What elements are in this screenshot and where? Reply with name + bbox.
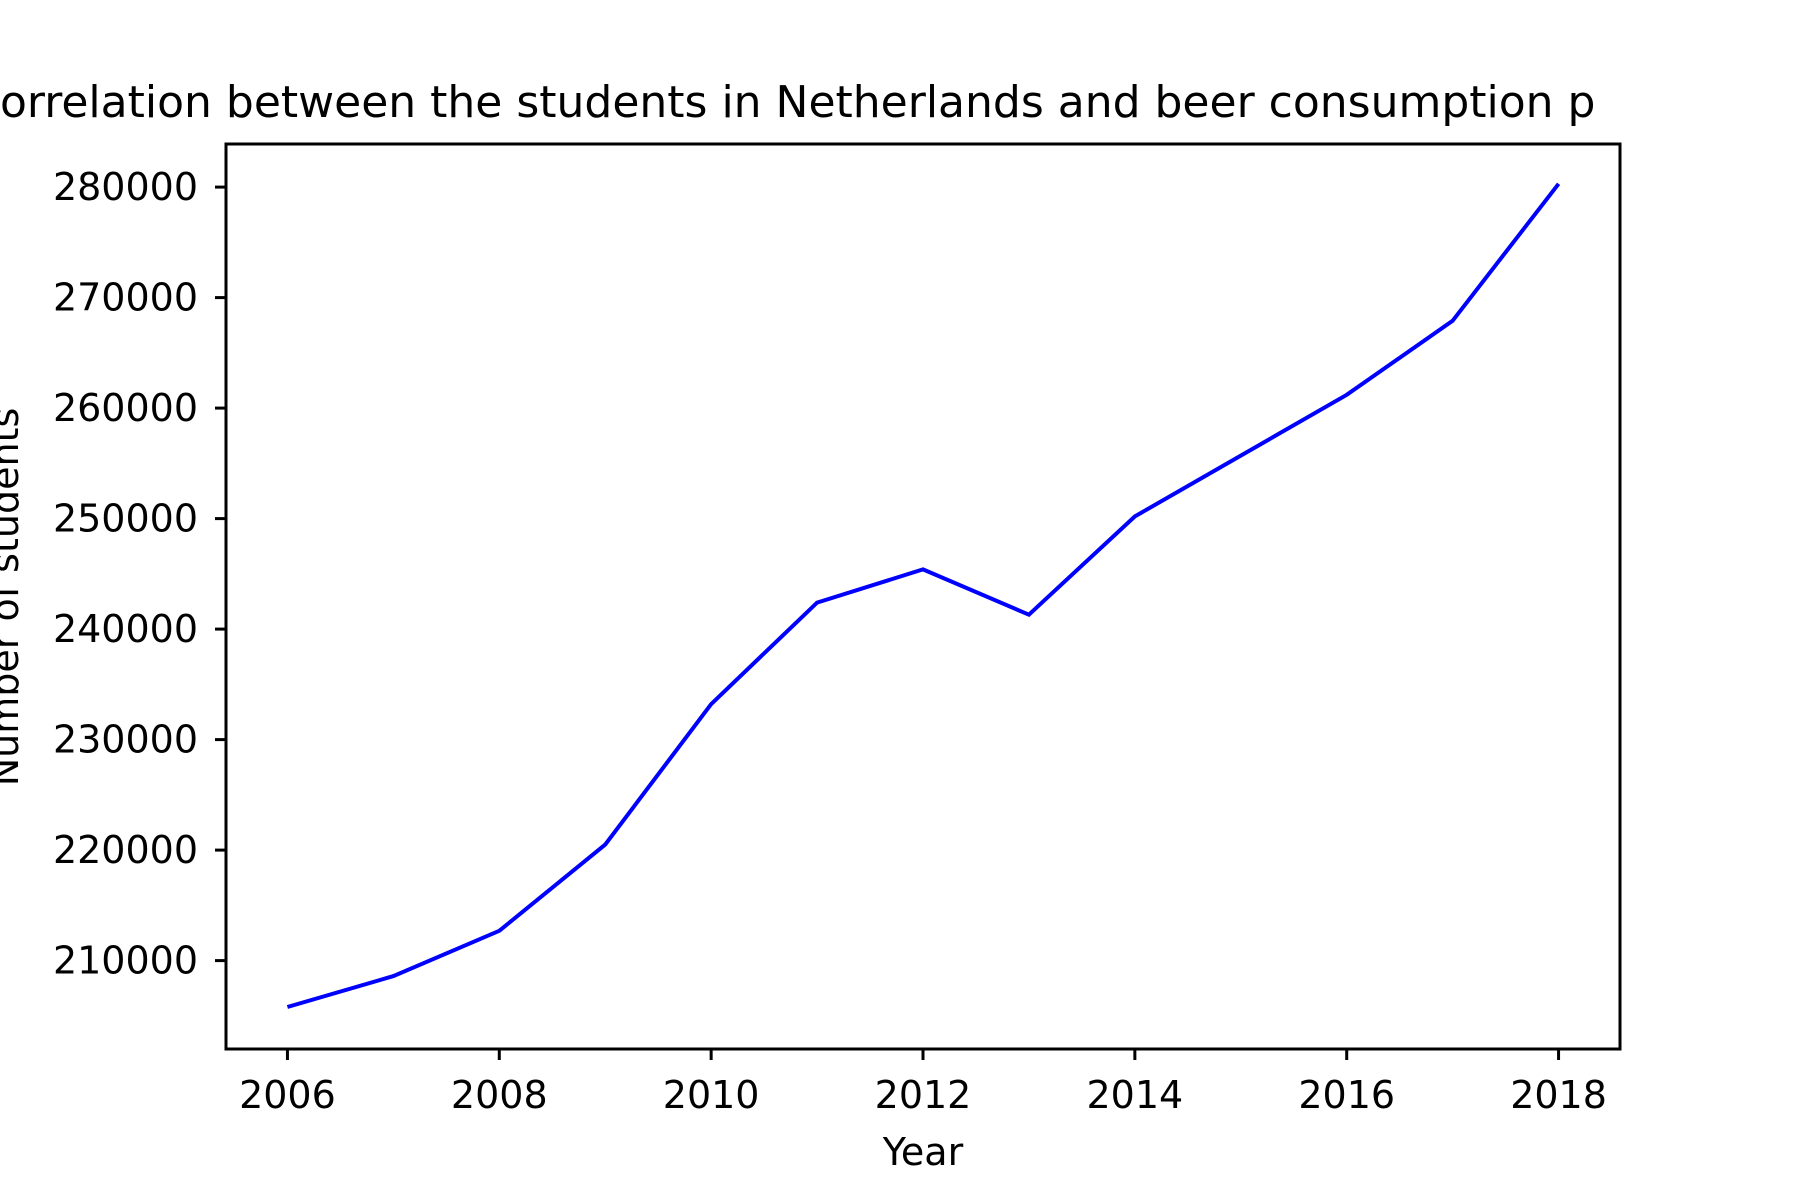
x-tick-label: 2008 [451, 1073, 548, 1117]
x-tick-label: 2006 [239, 1073, 336, 1117]
chart-title: orrelation between the students in Nethe… [0, 77, 1595, 128]
x-tick-label: 2018 [1510, 1073, 1607, 1117]
x-tick-label: 2010 [663, 1073, 760, 1117]
series-line [286, 182, 1561, 1009]
x-tick-label: 2016 [1298, 1073, 1395, 1117]
plot-area-frame [224, 142, 1622, 1051]
y-tick-label: 220000 [53, 828, 198, 872]
y-tick-label: 210000 [53, 939, 198, 983]
x-tick-label: 2012 [875, 1073, 972, 1117]
y-tick-label: 260000 [53, 386, 198, 430]
y-tick-label: 240000 [53, 607, 198, 651]
y-tick-label: 270000 [53, 276, 198, 320]
y-axis-label: Number of students [0, 408, 27, 787]
y-tick-label: 250000 [53, 497, 198, 541]
x-axis-ticks: 2006 2008 2010 2012 2014 2016 2018 [239, 1049, 1607, 1117]
x-tick-label: 2014 [1086, 1073, 1183, 1117]
y-axis-ticks: 210000 220000 230000 240000 250000 260000 2700… [53, 165, 226, 983]
y-tick-label: 230000 [53, 718, 198, 762]
x-axis-label: Year [882, 1130, 964, 1174]
y-tick-label: 280000 [53, 165, 198, 209]
